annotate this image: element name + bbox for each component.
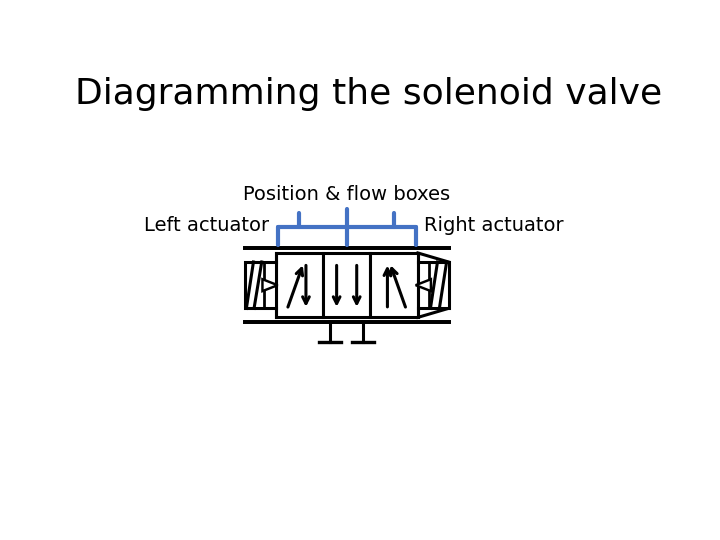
Text: Right actuator: Right actuator — [424, 215, 564, 234]
Bar — [245, 262, 276, 308]
Bar — [323, 253, 370, 318]
Text: Left actuator: Left actuator — [144, 215, 269, 234]
Bar — [276, 253, 323, 318]
Polygon shape — [263, 279, 278, 291]
Polygon shape — [415, 279, 431, 291]
Text: Diagramming the solenoid valve: Diagramming the solenoid valve — [76, 77, 662, 111]
Bar — [418, 262, 449, 308]
Text: Position & flow boxes: Position & flow boxes — [243, 185, 450, 204]
Bar — [370, 253, 418, 318]
